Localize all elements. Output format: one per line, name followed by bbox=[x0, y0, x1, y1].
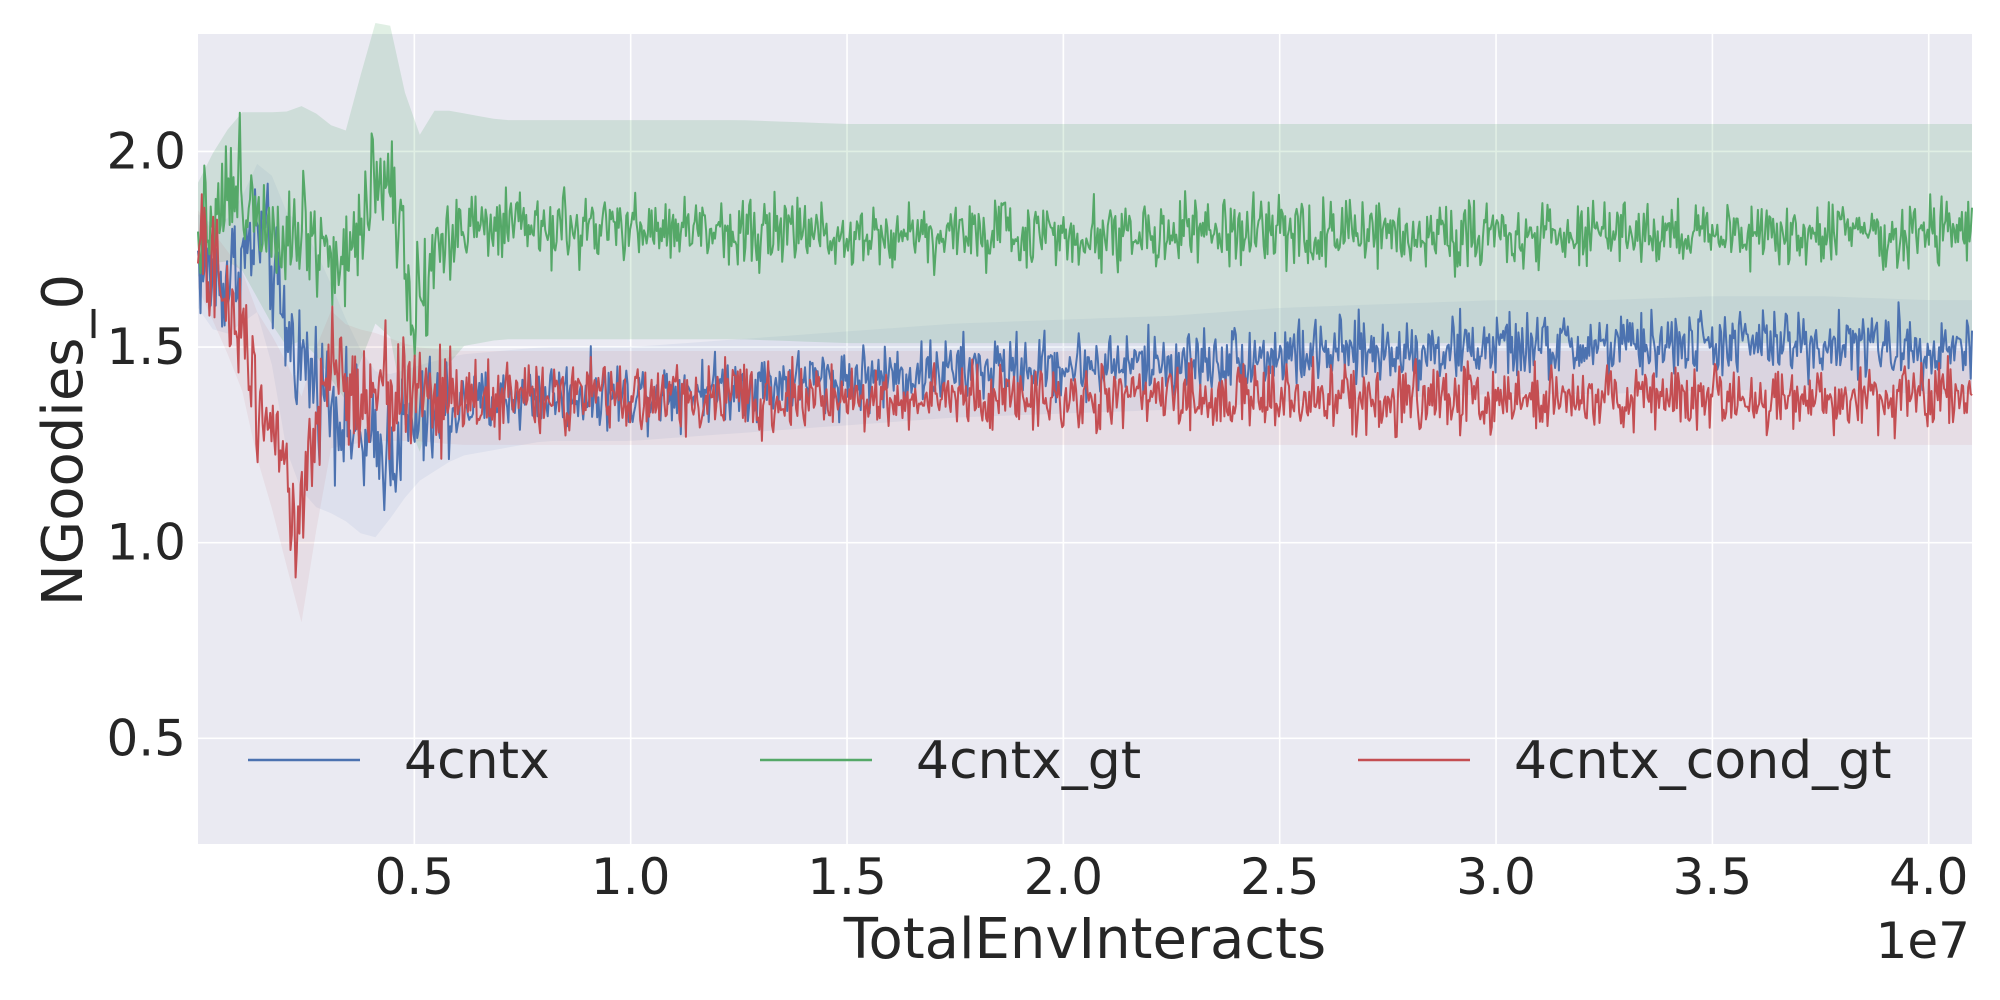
y-tick-label: 1.0 bbox=[106, 514, 186, 572]
x-tick-label: 2.5 bbox=[1240, 848, 1320, 906]
grid bbox=[198, 34, 1972, 844]
x-tick-label: 4.0 bbox=[1889, 848, 1969, 906]
legend-label-4cntx: 4cntx bbox=[404, 731, 550, 791]
y-tick-label: 1.5 bbox=[106, 318, 186, 376]
x-tick-label: 2.0 bbox=[1024, 848, 1104, 906]
x-axis-label: TotalEnvInteracts bbox=[843, 907, 1326, 972]
series-line-4cntx_gt bbox=[197, 111, 1973, 358]
y-tick-label: 0.5 bbox=[106, 709, 186, 767]
legend-label-4cntx_cond_gt: 4cntx_cond_gt bbox=[1514, 731, 1892, 791]
confidence-band-4cntx_gt bbox=[198, 23, 1972, 452]
legend-label-4cntx_gt: 4cntx_gt bbox=[916, 731, 1141, 791]
x-tick-label: 1.0 bbox=[591, 848, 671, 906]
x-tick-label: 1.5 bbox=[807, 848, 887, 906]
x-tick-label: 0.5 bbox=[375, 848, 455, 906]
series-lines bbox=[197, 111, 1973, 579]
y-axis-label: NGoodies_0 bbox=[31, 274, 96, 606]
confidence-band-4cntx_cond_gt bbox=[198, 210, 1972, 623]
legend: 4cntx 4cntx_gt 4cntx_cond_gt bbox=[248, 731, 1892, 791]
plot-background bbox=[198, 34, 1972, 844]
y-tick-labels: 0.5 1.0 1.5 2.0 bbox=[106, 122, 186, 767]
x-tick-label: 3.0 bbox=[1456, 848, 1536, 906]
x-tick-label: 3.5 bbox=[1673, 848, 1753, 906]
x-tick-labels: 0.5 1.0 1.5 2.0 2.5 3.0 3.5 4.0 bbox=[375, 848, 1969, 906]
x-offset-label: 1e7 bbox=[1876, 912, 1970, 970]
y-tick-label: 2.0 bbox=[106, 122, 186, 180]
series-line-4cntx_cond_gt bbox=[197, 193, 1973, 579]
